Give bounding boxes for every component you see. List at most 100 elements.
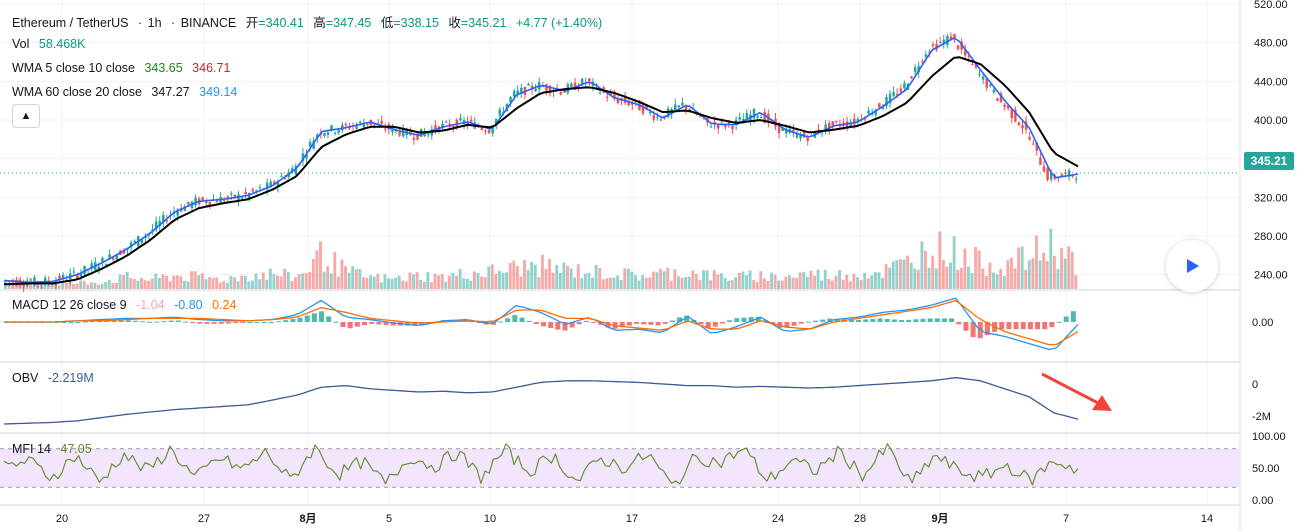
arrow-head (1092, 395, 1112, 411)
macd-histogram-bar (211, 322, 217, 324)
candle-body (129, 242, 133, 248)
candle-body (516, 90, 519, 94)
volume-bar (544, 268, 548, 289)
candle-body (187, 202, 190, 205)
candle-body (938, 41, 942, 43)
candle-body (1035, 142, 1039, 151)
volume-bar (834, 275, 838, 289)
macd-histogram-bar (884, 318, 890, 322)
collapse-legend-button[interactable]: ▲ (12, 104, 40, 128)
volume-bar (558, 272, 562, 289)
mfi-legend[interactable]: MFI 14 47.05 (12, 442, 98, 456)
volume-bar (974, 247, 978, 289)
candle-body (208, 202, 212, 205)
macd-histogram-bar (669, 320, 675, 322)
candle-body (344, 124, 348, 126)
obv-legend[interactable]: OBV -2.219M (12, 371, 100, 385)
volume-bar (580, 278, 584, 289)
volume-bar (208, 277, 211, 289)
volume-bar (856, 277, 859, 289)
candle-body (294, 166, 298, 175)
candle-body (928, 51, 931, 53)
candle-body (441, 123, 444, 128)
volume-bar (276, 275, 279, 289)
mfi-tick-label: 100.00 (1252, 431, 1286, 443)
volume-bar (626, 268, 630, 289)
time-axis[interactable]: 20 27 8月 5 10 17 24 28 9月 7 14 (56, 512, 1213, 525)
mfi-label: MFI 14 (12, 442, 51, 456)
volume-bar (1031, 258, 1035, 289)
macd-histogram-bar (920, 318, 926, 322)
volume-bar (537, 277, 541, 289)
candle-body (341, 124, 344, 131)
macd-histogram-bar (132, 320, 138, 322)
candle-body (724, 124, 727, 128)
volume-bar (770, 272, 773, 289)
volume-bar (702, 270, 705, 289)
volume-bar (125, 271, 129, 289)
macd-histogram-bar (762, 320, 768, 322)
volume-bar (813, 275, 816, 289)
volume-bar (114, 282, 118, 289)
macd-histogram-bar (956, 322, 962, 325)
volume-bar (712, 270, 716, 289)
macd-histogram-bar (354, 322, 360, 327)
candle-body (115, 254, 119, 260)
wma2-legend[interactable]: WMA 60 close 20 close 347.27 349.14 (12, 85, 243, 99)
volume-bar (827, 278, 831, 289)
open-label: 开 (245, 16, 259, 30)
volume-bar (988, 262, 992, 289)
candle-body (509, 96, 512, 103)
candle-body (1014, 109, 1017, 122)
volume-bar (462, 278, 466, 289)
macd-histogram-bar (404, 322, 410, 326)
interval-label[interactable]: 1h (147, 16, 162, 30)
volume-bar (136, 280, 140, 289)
volume-bar (612, 277, 616, 289)
volume-bar (906, 255, 910, 289)
volume-bar (397, 275, 401, 289)
candle-body (158, 221, 161, 227)
obv-label: OBV (12, 371, 39, 385)
candle-body (398, 131, 401, 136)
red-arrow-annotation (1041, 372, 1112, 411)
volume-bar (190, 271, 194, 289)
macd-histogram-bar (834, 318, 840, 322)
macd-histogram-bar (376, 322, 382, 325)
candle-body (251, 189, 255, 192)
volume-legend[interactable]: Vol 58.468K (12, 37, 91, 51)
volume-bar (551, 272, 555, 289)
volume-bar (805, 276, 809, 289)
macd-legend[interactable]: MACD 12 26 close 9 -1.04 -0.80 0.24 (12, 298, 242, 312)
scroll-to-realtime-button[interactable] (1166, 240, 1218, 292)
symbol-name[interactable]: Ethereum / TetherUS (12, 16, 129, 30)
candle-body (1017, 122, 1021, 126)
macd-histogram-bar (68, 322, 74, 323)
candle-body (201, 197, 204, 201)
mfi-series-line (3, 443, 1079, 486)
price-axis[interactable]: 520.00480.00440.00400.00360.00320.00280.… (1252, 0, 1288, 507)
candle-body (412, 137, 416, 140)
volume-bar (100, 284, 104, 289)
volume-bar (677, 276, 680, 289)
candle-body (996, 98, 999, 101)
candle-body (1074, 178, 1078, 180)
macd-histogram-bar (340, 322, 346, 328)
macd-histogram-bar (154, 321, 160, 323)
candle-body (580, 78, 584, 85)
volume-bar (447, 275, 451, 289)
volume-bar (147, 280, 151, 289)
wma1-legend[interactable]: WMA 5 close 10 close 343.65 346.71 (12, 61, 236, 75)
macd-histogram-bar (362, 322, 367, 326)
candle-body (917, 66, 920, 73)
macd-histogram-bar (877, 318, 883, 322)
candle-body (133, 240, 136, 243)
close-value: =345.21 (460, 16, 507, 30)
macd-histogram-bar (827, 318, 833, 322)
volume-bar (698, 280, 702, 289)
volume-bar (240, 275, 244, 289)
obv-line (3, 377, 1079, 425)
candle-body (956, 45, 960, 50)
macd-histogram-bar (734, 318, 740, 322)
